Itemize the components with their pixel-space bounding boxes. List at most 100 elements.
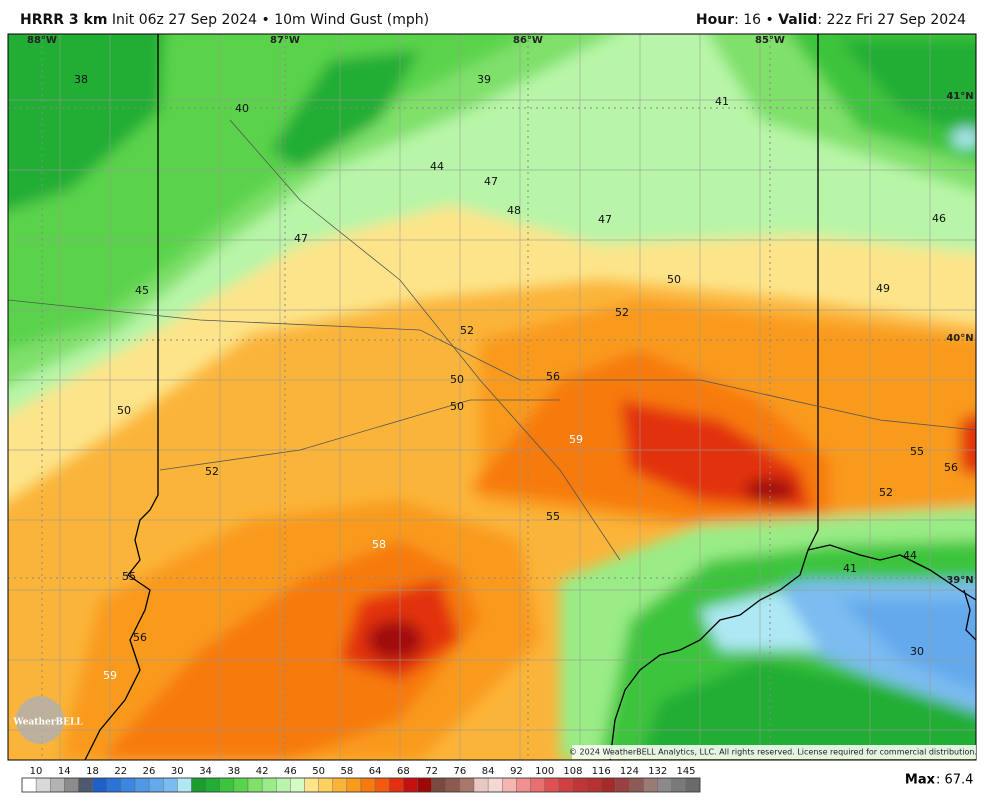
- colorbar-tick: 14: [58, 766, 71, 777]
- colorbar-swatch: [219, 777, 235, 793]
- colorbar-tick: 72: [425, 766, 438, 777]
- colorbar-swatch: [445, 777, 461, 793]
- colorbar-swatch: [191, 777, 206, 793]
- colorbar-swatch: [544, 777, 559, 793]
- field-label: 55: [122, 570, 136, 583]
- colorbar-swatch: [685, 777, 701, 793]
- field-label: 49: [876, 282, 890, 295]
- colorbar-swatch: [163, 777, 178, 793]
- hour-label: Hour: [695, 12, 735, 28]
- field-label: 44: [430, 160, 444, 173]
- field-label: 58: [372, 538, 386, 551]
- field-label: 47: [484, 175, 498, 188]
- colorbar-swatch: [346, 777, 362, 793]
- grid-label: 40°N: [946, 333, 973, 344]
- grid-label: 88°W: [27, 35, 57, 46]
- logo-mark: [16, 696, 64, 744]
- colorbar-swatch: [318, 777, 333, 793]
- colorbar-tick: 100: [535, 766, 554, 777]
- field-label: 50: [117, 404, 131, 417]
- colorbar-swatch: [247, 777, 263, 793]
- grid-label: 39°N: [946, 575, 973, 586]
- colorbar-swatch: [92, 777, 107, 793]
- field-label: 55: [910, 445, 924, 458]
- roads: [8, 119, 976, 561]
- colorbar-swatch: [459, 777, 475, 793]
- colorbar-tick: 92: [510, 766, 523, 777]
- colorbar-swatch: [64, 777, 79, 793]
- colorbar-swatch: [261, 777, 277, 793]
- colorbar-swatch: [106, 777, 122, 793]
- colorbar-swatch: [629, 777, 644, 793]
- colorbar-tick: 38: [227, 766, 240, 777]
- colorbar-swatch: [120, 777, 136, 793]
- colorbar-swatch: [389, 777, 404, 793]
- field-label: 55: [546, 510, 560, 523]
- colorbar-tick: 132: [648, 766, 667, 777]
- colorbar-swatch: [516, 777, 531, 793]
- county-lines: [8, 34, 976, 760]
- logo-group: WeatherBELL: [12, 696, 83, 744]
- field-label: 40: [235, 102, 249, 115]
- field-label: 52: [615, 306, 629, 319]
- max-label: Max: [905, 773, 936, 788]
- colorbar-swatch: [473, 777, 489, 793]
- colorbar-tick: 68: [397, 766, 410, 777]
- colorbar-swatch: [671, 777, 687, 793]
- valid-label: Valid: [778, 12, 818, 28]
- field-label: 52: [879, 486, 893, 499]
- colorbar-tick: 50: [312, 766, 325, 777]
- header-left: HRRR 3 km Init 06z 27 Sep 2024 • 10m Win…: [20, 12, 429, 28]
- map-frame: [7, 33, 977, 761]
- field-label: 52: [205, 465, 219, 478]
- field-label: 46: [932, 212, 946, 225]
- colorbar-swatch: [487, 777, 503, 793]
- colorbar-tick: 10: [30, 766, 43, 777]
- valid-value: : 22z Fri 27 Sep 2024: [817, 12, 966, 28]
- colorbar-swatch: [290, 777, 305, 793]
- field-label: 44: [903, 549, 917, 562]
- colorbar-swatch: [332, 777, 348, 793]
- colorbar-swatch: [148, 777, 164, 793]
- field-label: 48: [507, 204, 521, 217]
- init: Init 06z 27 Sep 2024 • 10m Wind Gust (mp…: [107, 12, 430, 28]
- field-label: 47: [294, 232, 308, 245]
- colorbar-tick: 76: [454, 766, 467, 777]
- field-label: 45: [135, 284, 149, 297]
- model: HRRR 3 km: [20, 12, 108, 28]
- field-label: 47: [598, 213, 612, 226]
- grid-label: 85°W: [755, 35, 785, 46]
- field-label: 50: [450, 373, 464, 386]
- colorbar-swatch: [205, 777, 220, 793]
- colorbar-tick: 145: [676, 766, 695, 777]
- field-label: 59: [569, 433, 583, 446]
- colorbar-swatch: [35, 777, 51, 793]
- colorbar-swatch: [558, 777, 574, 793]
- max-value: : 67.4: [936, 773, 973, 788]
- copyright-bg: [572, 745, 976, 759]
- colorbar-swatch: [502, 777, 517, 793]
- state-borders: [84, 34, 976, 760]
- field-label: 38: [74, 73, 88, 86]
- colorbar-swatch: [572, 777, 588, 793]
- field-label: 59: [103, 669, 117, 682]
- colorbar-tick: 58: [341, 766, 354, 777]
- field-label: 56: [546, 370, 560, 383]
- colorbar-tick: 116: [592, 766, 611, 777]
- grid-label: 87°W: [270, 35, 300, 46]
- field-label: 39: [477, 73, 491, 86]
- colorbar-swatch: [276, 777, 291, 793]
- wind-field: [8, 34, 976, 760]
- colorbar-swatch: [431, 777, 446, 793]
- grid-label: 41°N: [946, 91, 973, 102]
- hour-value: : 16 •: [734, 12, 779, 28]
- colorbar-tick: 64: [369, 766, 382, 777]
- copyright: © 2024 WeatherBELL Analytics, LLC. All r…: [569, 748, 977, 757]
- colorbar-tick: 42: [256, 766, 269, 777]
- colorbar-swatch: [417, 777, 432, 793]
- grid-label: 86°W: [513, 35, 543, 46]
- colorbar-tick: 84: [482, 766, 495, 777]
- colorbar-swatch: [78, 777, 93, 793]
